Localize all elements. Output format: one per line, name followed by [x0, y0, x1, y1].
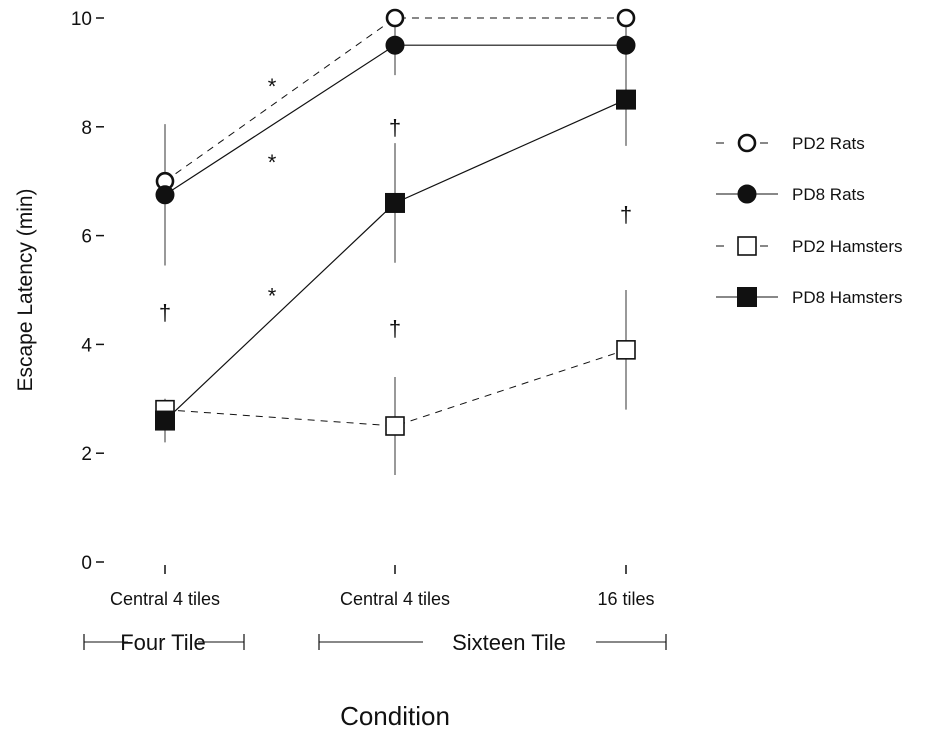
data-point	[385, 35, 405, 55]
series-line-2	[164, 349, 627, 427]
series-line-0	[164, 17, 626, 182]
group-label: Four Tile	[120, 630, 206, 655]
y-tick-label: 4	[81, 335, 92, 356]
legend-marker	[737, 133, 757, 153]
significance-dagger: †	[159, 300, 171, 325]
x-tick-label: Central 4 tiles	[110, 589, 220, 609]
legend-label: PD8 Hamsters	[792, 288, 903, 307]
legend-marker	[737, 184, 757, 204]
legend-label: PD2 Hamsters	[792, 237, 903, 256]
data-point	[385, 8, 405, 28]
significance-dagger: †	[389, 316, 401, 341]
y-tick-label: 0	[81, 553, 92, 574]
x-tick-label: Central 4 tiles	[340, 589, 450, 609]
significance-asterisk: *	[268, 283, 277, 308]
y-axis-label: Escape Latency (min)	[14, 188, 37, 391]
data-point	[155, 185, 175, 205]
y-tick-label: 6	[81, 227, 92, 248]
legend-label: PD2 Rats	[792, 134, 865, 153]
data-point	[155, 410, 175, 431]
data-point	[385, 192, 405, 213]
legend-marker	[737, 287, 757, 307]
significance-asterisk: *	[268, 150, 277, 175]
x-axis-label: Condition	[340, 701, 450, 730]
data-point	[616, 35, 636, 55]
y-tick-label: 10	[71, 9, 92, 30]
legend-label: PD8 Rats	[792, 185, 865, 204]
data-point	[385, 416, 405, 436]
legend-marker	[737, 236, 757, 256]
group-label: Sixteen Tile	[452, 630, 566, 655]
significance-dagger: †	[389, 115, 401, 140]
data-point	[616, 340, 636, 360]
y-tick-label: 2	[81, 444, 92, 465]
y-tick-label: 8	[81, 118, 92, 139]
significance-dagger: †	[620, 202, 632, 227]
data-point	[616, 89, 636, 110]
significance-asterisk: *	[268, 74, 277, 99]
data-point	[616, 8, 636, 28]
x-tick-label: 16 tiles	[597, 589, 654, 609]
